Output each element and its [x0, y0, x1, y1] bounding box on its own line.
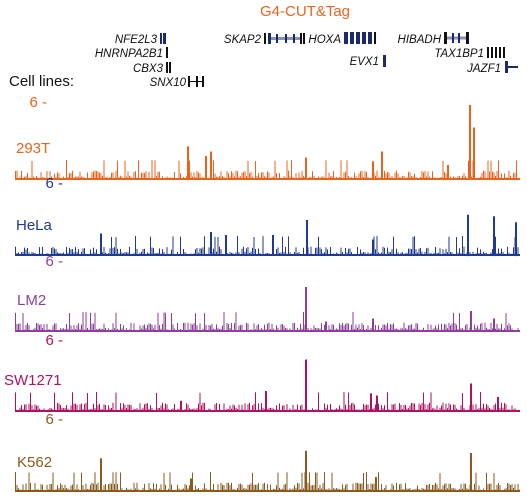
gene-label-nfe2l3: NFE2L3 [115, 34, 158, 46]
gene-model-evx1 [383, 55, 386, 67]
gene-model-jazf1 [505, 61, 518, 73]
track-label-sw1271: SW1271 [4, 372, 62, 389]
gene-model-hoxa [344, 32, 376, 44]
track-label-k562: K562 [17, 454, 52, 471]
signal-track-hela [15, 214, 520, 257]
gene-model-tax1bp1 [487, 47, 505, 58]
gene-label-skap2: SKAP2 [224, 34, 262, 46]
figure-title: G4-CUT&Tag [260, 3, 350, 20]
gene-model-nfe2l3 [160, 33, 166, 44]
gene-label-tax1bp1: TAX1BP1 [434, 48, 484, 60]
gene-model-skap2 [264, 33, 305, 44]
signal-track-k562 [15, 450, 520, 493]
gene-annotation-track: NFE2L3 HNRNPA2B1 CBX3 SNX10 SKAP2 [95, 32, 518, 89]
gene-model-hibadh [444, 32, 469, 44]
gene-model-snx10 [188, 76, 204, 87]
gene-model-cbx3 [166, 62, 171, 73]
cell-lines-label: Cell lines: [9, 73, 74, 90]
gene-label-hibadh: HIBADH [398, 34, 442, 46]
gene-label-cbx3: CBX3 [133, 63, 164, 75]
gene-label-hnrnpa2b1: HNRNPA2B1 [95, 48, 163, 60]
track-label-hela: HeLa [16, 217, 53, 234]
track-label-293t: 293T [16, 140, 50, 157]
signal-track-lm2 [15, 287, 520, 332]
gene-label-snx10: SNX10 [150, 77, 187, 89]
track-scale-lm2: 6 - [45, 253, 63, 270]
gene-model-hnrnpa2b1 [166, 47, 168, 58]
gene-label-evx1: EVX1 [350, 56, 379, 68]
track-label-lm2: LM2 [17, 292, 46, 309]
track-scale-k562: 6 - [45, 411, 63, 428]
signal-track-293t [15, 105, 520, 181]
signal-track-sw1271 [15, 359, 520, 413]
gene-label-hoxa: HOXA [308, 34, 341, 46]
track-scale-hela: 6 - [45, 175, 63, 192]
signal-tracks [15, 105, 520, 493]
track-scale-293t: 6 - [29, 94, 47, 111]
track-scale-sw1271: 6 - [45, 332, 63, 349]
gene-label-jazf1: JAZF1 [466, 63, 501, 75]
